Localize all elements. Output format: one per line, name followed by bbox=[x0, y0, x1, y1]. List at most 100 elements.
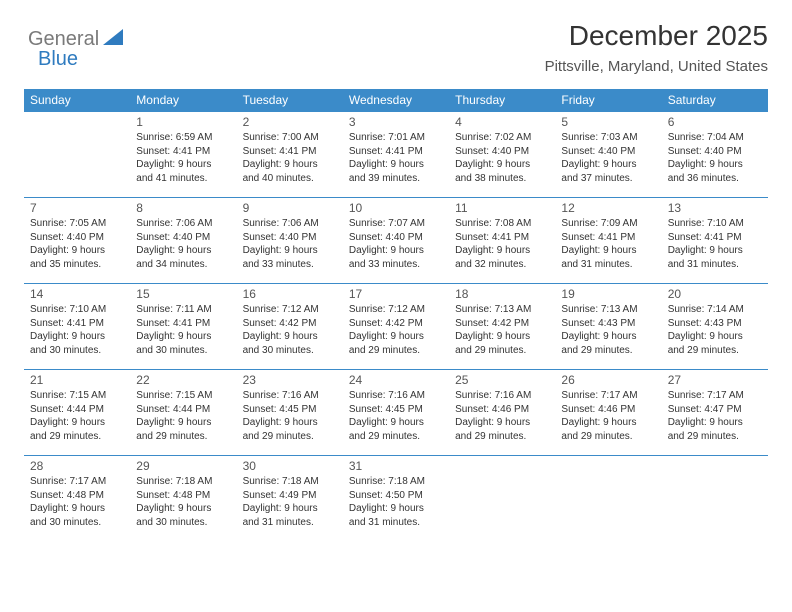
sunrise-line: Sunrise: 7:16 AM bbox=[243, 389, 337, 403]
weekday-header: Tuesday bbox=[237, 89, 343, 112]
day-number: 5 bbox=[561, 115, 655, 129]
day-number: 21 bbox=[30, 373, 124, 387]
day-number: 2 bbox=[243, 115, 337, 129]
weekday-header: Friday bbox=[555, 89, 661, 112]
sunset-line: Sunset: 4:40 PM bbox=[136, 231, 230, 245]
day-info: Sunrise: 6:59 AMSunset: 4:41 PMDaylight:… bbox=[136, 131, 230, 185]
calendar-empty-cell bbox=[449, 456, 555, 542]
daylight-line: Daylight: 9 hours and 39 minutes. bbox=[349, 158, 443, 185]
calendar-day-cell: 14 Sunrise: 7:10 AMSunset: 4:41 PMDayligh… bbox=[24, 284, 130, 370]
sunset-line: Sunset: 4:42 PM bbox=[243, 317, 337, 331]
day-number: 27 bbox=[668, 373, 762, 387]
weekday-header: Saturday bbox=[662, 89, 768, 112]
sunset-line: Sunset: 4:43 PM bbox=[561, 317, 655, 331]
day-number: 18 bbox=[455, 287, 549, 301]
daylight-line: Daylight: 9 hours and 29 minutes. bbox=[455, 330, 549, 357]
daylight-line: Daylight: 9 hours and 33 minutes. bbox=[243, 244, 337, 271]
sunrise-line: Sunrise: 7:10 AM bbox=[30, 303, 124, 317]
calendar-day-cell: 21 Sunrise: 7:15 AMSunset: 4:44 PMDayligh… bbox=[24, 370, 130, 456]
day-info: Sunrise: 7:04 AMSunset: 4:40 PMDaylight:… bbox=[668, 131, 762, 185]
page-title: December 2025 bbox=[24, 20, 768, 52]
day-number: 29 bbox=[136, 459, 230, 473]
day-info: Sunrise: 7:13 AMSunset: 4:43 PMDaylight:… bbox=[561, 303, 655, 357]
sunset-line: Sunset: 4:41 PM bbox=[668, 231, 762, 245]
day-info: Sunrise: 7:17 AMSunset: 4:48 PMDaylight:… bbox=[30, 475, 124, 529]
day-info: Sunrise: 7:15 AMSunset: 4:44 PMDaylight:… bbox=[136, 389, 230, 443]
sunrise-line: Sunrise: 7:12 AM bbox=[243, 303, 337, 317]
day-number: 14 bbox=[30, 287, 124, 301]
daylight-line: Daylight: 9 hours and 31 minutes. bbox=[668, 244, 762, 271]
calendar-day-cell: 20Sunrise: 7:14 AMSunset: 4:43 PMDayligh… bbox=[662, 284, 768, 370]
day-info: Sunrise: 7:02 AMSunset: 4:40 PMDaylight:… bbox=[455, 131, 549, 185]
sunrise-line: Sunrise: 7:16 AM bbox=[455, 389, 549, 403]
calendar-day-cell: 19Sunrise: 7:13 AMSunset: 4:43 PMDayligh… bbox=[555, 284, 661, 370]
daylight-line: Daylight: 9 hours and 29 minutes. bbox=[561, 330, 655, 357]
sunset-line: Sunset: 4:41 PM bbox=[561, 231, 655, 245]
calendar-table: SundayMondayTuesdayWednesdayThursdayFrid… bbox=[24, 89, 768, 542]
day-info: Sunrise: 7:00 AMSunset: 4:41 PMDaylight:… bbox=[243, 131, 337, 185]
day-number: 4 bbox=[455, 115, 549, 129]
sunset-line: Sunset: 4:40 PM bbox=[349, 231, 443, 245]
calendar-day-cell: 26 Sunrise: 7:17 AMSunset: 4:46 PMDayligh… bbox=[555, 370, 661, 456]
day-info: Sunrise: 7:12 AMSunset: 4:42 PMDaylight:… bbox=[349, 303, 443, 357]
day-number: 11 bbox=[455, 201, 549, 215]
daylight-line: Daylight: 9 hours and 29 minutes. bbox=[243, 416, 337, 443]
daylight-line: Daylight: 9 hours and 31 minutes. bbox=[243, 502, 337, 529]
daylight-line: Daylight: 9 hours and 29 minutes. bbox=[136, 416, 230, 443]
daylight-line: Daylight: 9 hours and 30 minutes. bbox=[30, 330, 124, 357]
sunset-line: Sunset: 4:40 PM bbox=[243, 231, 337, 245]
sunset-line: Sunset: 4:40 PM bbox=[561, 145, 655, 159]
calendar-day-cell: 27Sunrise: 7:17 AMSunset: 4:47 PMDayligh… bbox=[662, 370, 768, 456]
daylight-line: Daylight: 9 hours and 35 minutes. bbox=[30, 244, 124, 271]
sunrise-line: Sunrise: 7:18 AM bbox=[136, 475, 230, 489]
calendar-day-cell: 6Sunrise: 7:04 AMSunset: 4:40 PMDaylight… bbox=[662, 112, 768, 198]
day-info: Sunrise: 7:06 AMSunset: 4:40 PMDaylight:… bbox=[243, 217, 337, 271]
sunrise-line: Sunrise: 7:05 AM bbox=[30, 217, 124, 231]
calendar-week-row: 28Sunrise: 7:17 AMSunset: 4:48 PMDayligh… bbox=[24, 456, 768, 542]
day-number: 31 bbox=[349, 459, 443, 473]
sunset-line: Sunset: 4:41 PM bbox=[136, 317, 230, 331]
sunrise-line: Sunrise: 7:03 AM bbox=[561, 131, 655, 145]
sunrise-line: Sunrise: 7:14 AM bbox=[668, 303, 762, 317]
sunset-line: Sunset: 4:43 PM bbox=[668, 317, 762, 331]
calendar-day-cell: 8Sunrise: 7:06 AMSunset: 4:40 PMDaylight… bbox=[130, 198, 236, 284]
daylight-line: Daylight: 9 hours and 36 minutes. bbox=[668, 158, 762, 185]
day-info: Sunrise: 7:08 AMSunset: 4:41 PMDaylight:… bbox=[455, 217, 549, 271]
calendar-week-row: 14Sunrise: 7:10 AMSunset: 4:41 PMDayligh… bbox=[24, 284, 768, 370]
sunset-line: Sunset: 4:41 PM bbox=[136, 145, 230, 159]
day-info: Sunrise: 7:17 AMSunset: 4:46 PMDaylight:… bbox=[561, 389, 655, 443]
daylight-line: Daylight: 9 hours and 29 minutes. bbox=[349, 330, 443, 357]
calendar-body: 1 Sunrise: 6:59 AMSunset: 4:41 PMDaylight… bbox=[24, 112, 768, 542]
day-info: Sunrise: 7:18 AMSunset: 4:48 PMDaylight:… bbox=[136, 475, 230, 529]
logo-triangle-icon bbox=[103, 29, 123, 50]
day-info: Sunrise: 7:15 AMSunset: 4:44 PMDaylight:… bbox=[30, 389, 124, 443]
sunset-line: Sunset: 4:41 PM bbox=[30, 317, 124, 331]
day-info: Sunrise: 7:09 AMSunset: 4:41 PMDaylight:… bbox=[561, 217, 655, 271]
sunset-line: Sunset: 4:46 PM bbox=[455, 403, 549, 417]
day-number: 3 bbox=[349, 115, 443, 129]
sunrise-line: Sunrise: 7:10 AM bbox=[668, 217, 762, 231]
daylight-line: Daylight: 9 hours and 29 minutes. bbox=[455, 416, 549, 443]
sunrise-line: Sunrise: 7:06 AM bbox=[136, 217, 230, 231]
day-number: 1 bbox=[136, 115, 230, 129]
sunrise-line: Sunrise: 7:02 AM bbox=[455, 131, 549, 145]
calendar-day-cell: 23Sunrise: 7:16 AMSunset: 4:45 PMDayligh… bbox=[237, 370, 343, 456]
calendar-day-cell: 12Sunrise: 7:09 AMSunset: 4:41 PMDayligh… bbox=[555, 198, 661, 284]
sunrise-line: Sunrise: 7:00 AM bbox=[243, 131, 337, 145]
day-info: Sunrise: 7:16 AMSunset: 4:45 PMDaylight:… bbox=[243, 389, 337, 443]
day-info: Sunrise: 7:01 AMSunset: 4:41 PMDaylight:… bbox=[349, 131, 443, 185]
daylight-line: Daylight: 9 hours and 29 minutes. bbox=[668, 416, 762, 443]
sunset-line: Sunset: 4:42 PM bbox=[349, 317, 443, 331]
calendar-header-row: SundayMondayTuesdayWednesdayThursdayFrid… bbox=[24, 89, 768, 112]
daylight-line: Daylight: 9 hours and 30 minutes. bbox=[30, 502, 124, 529]
weekday-header: Sunday bbox=[24, 89, 130, 112]
header: December 2025 Pittsville, Maryland, Unit… bbox=[24, 20, 768, 75]
sunset-line: Sunset: 4:46 PM bbox=[561, 403, 655, 417]
logo-text-blue: Blue bbox=[38, 48, 78, 70]
calendar-day-cell: 1 Sunrise: 6:59 AMSunset: 4:41 PMDaylight… bbox=[130, 112, 236, 198]
day-number: 15 bbox=[136, 287, 230, 301]
day-info: Sunrise: 7:13 AMSunset: 4:42 PMDaylight:… bbox=[455, 303, 549, 357]
day-number: 26 bbox=[561, 373, 655, 387]
daylight-line: Daylight: 9 hours and 32 minutes. bbox=[455, 244, 549, 271]
day-number: 7 bbox=[30, 201, 124, 215]
